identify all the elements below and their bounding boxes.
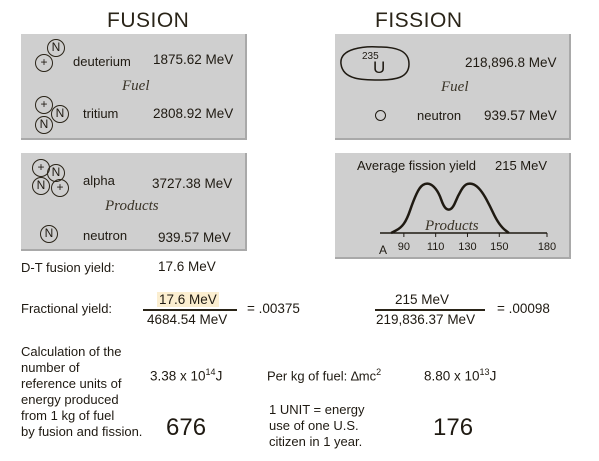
- fusion-fuel-label: Fuel: [122, 78, 150, 94]
- axis-start-label: A: [379, 243, 388, 257]
- alpha-value: 3727.38 MeV: [152, 176, 233, 191]
- deuterium-value: 1875.62 MeV: [153, 52, 234, 67]
- neutron-particle-icon: N: [51, 105, 69, 123]
- fission-products-label: Products: [425, 218, 479, 234]
- tritium-label: tritium: [83, 106, 119, 121]
- fission-neutron-label: neutron: [417, 108, 462, 123]
- neutron-particle-icon: N: [35, 116, 53, 134]
- calculation-description: Calculation of the number of reference u…: [21, 344, 143, 439]
- fission-fraction-result: = .00098: [497, 301, 550, 316]
- fission-fuel-panel: 235 U 218,896.8 MeV Fuel neutron 939.57 …: [335, 34, 571, 140]
- tritium-value: 2808.92 MeV: [153, 106, 234, 121]
- alpha-label: alpha: [83, 173, 115, 188]
- fusion-products-label: Products: [105, 198, 159, 214]
- isotope-mass: 235: [362, 51, 379, 62]
- fusion-heading: FUSION: [107, 9, 190, 32]
- fusion-numerator: 17.6 MeV: [157, 292, 219, 307]
- x-tick-label: 90: [398, 241, 410, 253]
- neutron-particle-icon: N: [32, 177, 50, 195]
- fission-yield-curve-chart: 90 110 130 150 180: [380, 182, 556, 253]
- isotope-symbol: U: [373, 58, 386, 77]
- fission-yield-value: 215 MeV: [495, 158, 548, 173]
- uranium-nucleus-icon: [340, 46, 410, 81]
- fission-fraction-bar: [375, 309, 485, 311]
- fission-yield-curve: [390, 182, 510, 235]
- dt-yield-label: D-T fusion yield:: [21, 260, 115, 275]
- x-tick-label: 110: [427, 241, 445, 253]
- neutron-particle-icon: N: [40, 225, 58, 243]
- unit-definition: 1 UNIT = energy use of one U.S. citizen …: [269, 402, 365, 449]
- fission-yield-title: Average fission yield: [357, 158, 476, 173]
- neutron-particle-icon: N: [47, 39, 65, 57]
- x-tick-label: 180: [538, 241, 556, 253]
- fusion-denominator: 4684.54 MeV: [147, 312, 228, 327]
- fission-energy-per-kg: 8.80 x 1013J: [424, 367, 497, 384]
- neutron-particle-icon: [375, 110, 386, 121]
- uranium-value: 218,896.8 MeV: [465, 55, 557, 70]
- x-tick-label: 150: [490, 241, 508, 253]
- x-tick-label: 130: [458, 241, 476, 253]
- fission-fuel-label: Fuel: [441, 79, 469, 95]
- fission-products-panel: Average fission yield 215 MeV 90 110 130 15…: [335, 153, 571, 259]
- fusion-fuel-panel: N + deuterium 1875.62 MeV Fuel + N N tri…: [21, 34, 247, 140]
- fusion-fraction-result: = .00375: [247, 301, 300, 316]
- per-kg-label: Per kg of fuel: ∆mc2: [267, 367, 382, 384]
- fission-heading: FISSION: [375, 9, 463, 32]
- fusion-neutron-value: 939.57 MeV: [158, 230, 231, 245]
- fusion-fraction-bar: [143, 309, 237, 311]
- fission-numerator: 215 MeV: [395, 292, 450, 307]
- fission-units-result: 176: [433, 414, 474, 441]
- proton-particle-icon: +: [35, 96, 53, 114]
- proton-particle-icon: +: [35, 54, 53, 72]
- fusion-neutron-label: neutron: [83, 228, 128, 243]
- fission-neutron-value: 939.57 MeV: [484, 108, 557, 123]
- proton-particle-icon: +: [51, 179, 69, 197]
- fusion-products-panel: + N N + alpha 3727.38 MeV Products N neu…: [21, 153, 247, 251]
- dt-yield-value: 17.6 MeV: [158, 259, 216, 274]
- deuterium-label: deuterium: [73, 54, 131, 69]
- fusion-energy-per-kg: 3.38 x 1014J: [150, 367, 223, 384]
- fusion-units-result: 676: [166, 414, 207, 441]
- fractional-yield-label: Fractional yield:: [21, 301, 113, 316]
- fission-denominator: 219,836.37 MeV: [376, 312, 476, 327]
